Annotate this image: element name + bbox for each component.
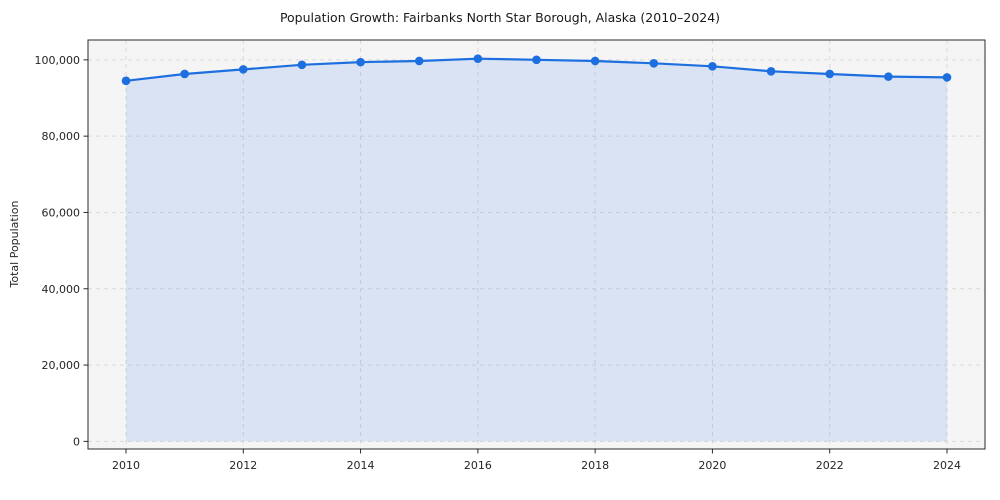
y-tick-label: 40,000 xyxy=(42,283,81,296)
data-point-marker xyxy=(473,54,483,63)
x-tick-label: 2012 xyxy=(229,459,257,472)
plot-area xyxy=(88,40,985,449)
chart-title: Population Growth: Fairbanks North Star … xyxy=(279,10,721,25)
data-point-marker xyxy=(238,65,248,74)
x-tick-label: 2018 xyxy=(581,459,609,472)
data-point-marker xyxy=(532,55,541,65)
data-points xyxy=(121,54,952,86)
axes-spines xyxy=(87,39,986,450)
data-point-marker xyxy=(121,76,131,86)
data-point-marker xyxy=(297,60,307,70)
data-point-marker xyxy=(414,56,424,66)
x-tick-label: 2024 xyxy=(933,459,961,472)
x-tick-label: 2016 xyxy=(464,459,492,472)
plot-background xyxy=(88,40,985,449)
series-area xyxy=(126,58,947,442)
area-fill xyxy=(126,58,947,442)
y-tick-label: 60,000 xyxy=(42,206,81,219)
data-point-marker xyxy=(708,62,717,71)
plot-border xyxy=(87,39,986,450)
data-point-marker xyxy=(766,66,776,76)
y-tick-label: 20,000 xyxy=(42,359,81,372)
x-tick-label: 2010 xyxy=(112,459,140,472)
data-point-marker xyxy=(590,56,600,66)
tick-marks xyxy=(83,59,948,454)
data-point-marker xyxy=(649,58,659,68)
x-tick-label: 2022 xyxy=(816,459,844,472)
x-tick-label: 2014 xyxy=(347,459,375,472)
data-point-marker xyxy=(356,57,365,67)
y-tick-label: 0 xyxy=(73,435,80,448)
x-tick-label: 2020 xyxy=(698,459,726,472)
tick-labels: 2010 2012 2014 2016 2018 2020 2022 2024 0 20,000 4… xyxy=(35,54,962,472)
data-point-marker xyxy=(942,73,952,82)
y-tick-label: 80,000 xyxy=(42,130,81,143)
y-axis-label: Total Population xyxy=(8,200,21,288)
data-point-marker xyxy=(884,72,893,81)
data-point-marker xyxy=(825,69,835,79)
data-point-marker xyxy=(180,69,189,79)
y-tick-label: 100,000 xyxy=(35,54,81,67)
